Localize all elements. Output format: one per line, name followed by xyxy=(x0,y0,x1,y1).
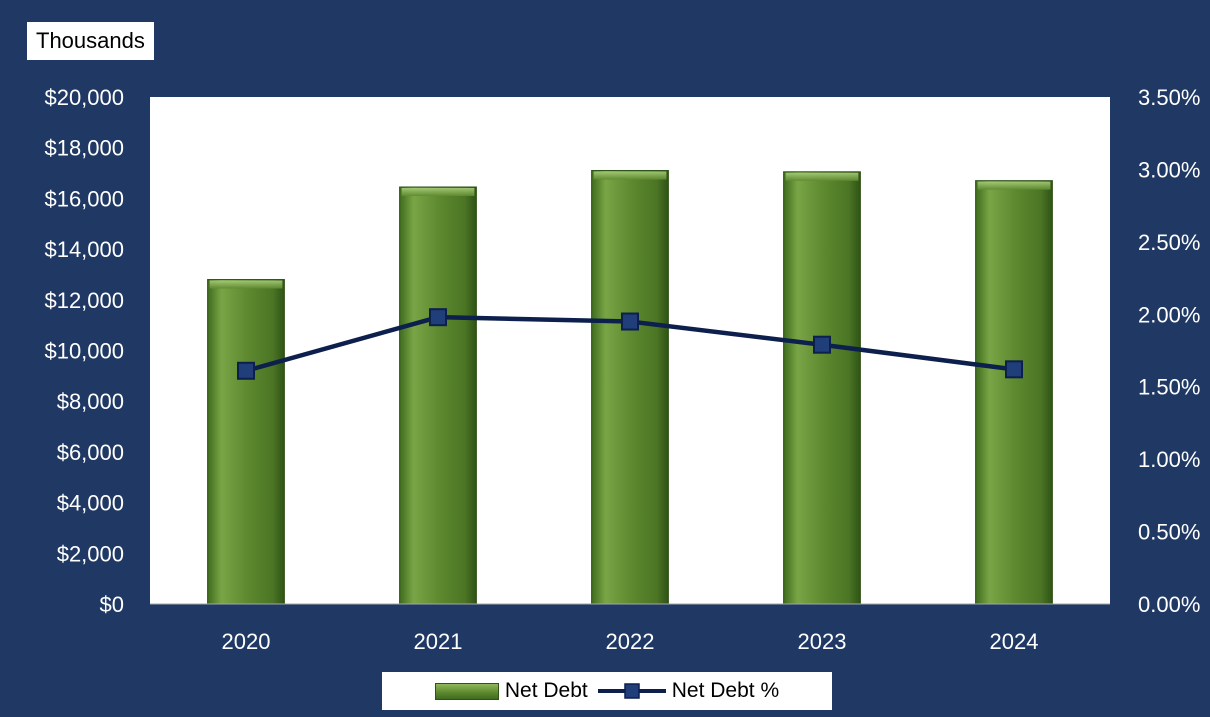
legend-item-net-debt-pct: Net Debt % xyxy=(597,679,780,703)
legend-label-net-debt-pct: Net Debt % xyxy=(671,679,780,702)
x-tick-label: 2021 xyxy=(414,629,463,654)
line-marker-2022 xyxy=(621,312,639,331)
legend-label-net-debt: Net Debt xyxy=(504,679,588,702)
y-right-tick-label: 1.00% xyxy=(1138,447,1200,472)
y-left-tick-label: $16,000 xyxy=(44,186,124,211)
y-right-tick-label: 0.00% xyxy=(1138,592,1200,617)
line-marker-2021 xyxy=(429,308,447,327)
x-tick-label: 2024 xyxy=(990,629,1039,654)
legend-line-swatch xyxy=(597,683,666,699)
y-left-tick-label: $8,000 xyxy=(57,389,124,414)
y-right-tick-label: 3.00% xyxy=(1138,157,1200,182)
y-right-tick-label: 3.50% xyxy=(1138,85,1200,110)
bar-2020 xyxy=(207,279,285,605)
y-left-tick-label: $18,000 xyxy=(44,136,124,161)
y-left-tick-label: $10,000 xyxy=(44,339,124,364)
line-marker-2024 xyxy=(1005,360,1023,379)
y-left-tick-label: $6,000 xyxy=(57,440,124,465)
units-label: Thousands xyxy=(27,22,154,60)
y-left-tick-label: $12,000 xyxy=(44,288,124,313)
line-marker-2023 xyxy=(813,335,831,354)
y-right-tick-label: 2.50% xyxy=(1138,230,1200,255)
x-tick-label: 2022 xyxy=(606,629,655,654)
y-left-tick-label: $0 xyxy=(100,592,124,617)
legend: Net Debt Net Debt % xyxy=(382,672,832,710)
bar-2023 xyxy=(783,171,861,605)
legend-item-net-debt: Net Debt xyxy=(434,679,588,703)
y-left-tick-label: $14,000 xyxy=(44,237,124,262)
y-left-tick-label: $2,000 xyxy=(57,541,124,566)
x-tick-label: 2020 xyxy=(222,629,271,654)
legend-bar-swatch xyxy=(434,682,499,700)
y-right-tick-label: 1.50% xyxy=(1138,375,1200,400)
y-right-tick-label: 2.00% xyxy=(1138,302,1200,327)
bar-2022 xyxy=(591,170,669,605)
y-right-tick-label: 0.50% xyxy=(1138,520,1200,545)
y-left-tick-label: $4,000 xyxy=(57,491,124,516)
bar-2024 xyxy=(975,180,1053,605)
x-tick-label: 2023 xyxy=(798,629,847,654)
line-marker-2020 xyxy=(237,361,255,380)
bar-2021 xyxy=(399,186,477,605)
y-left-tick-label: $20,000 xyxy=(44,85,124,110)
